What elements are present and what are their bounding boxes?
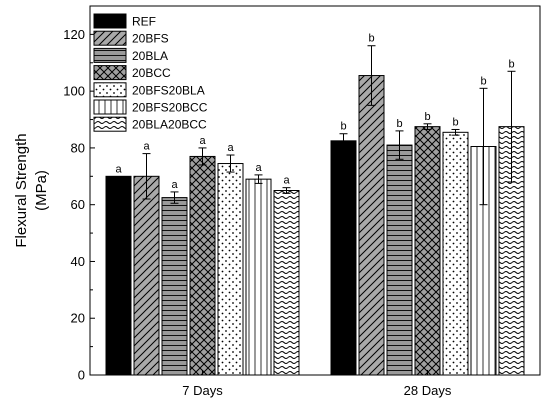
bar-20bla-7-days bbox=[161, 197, 188, 376]
bar-20bcc-28-days bbox=[414, 126, 441, 376]
bar-20bla-28-days bbox=[386, 144, 413, 376]
y-tick-label: 80 bbox=[71, 140, 85, 155]
significance-label: b bbox=[396, 118, 402, 130]
legend-label: 20BLA bbox=[132, 49, 168, 63]
legend-label: REF bbox=[132, 15, 156, 29]
legend-swatch bbox=[93, 82, 127, 98]
legend: REF20BFS20BLA20BCC20BFS20BLA20BFS20BCC20… bbox=[93, 13, 208, 132]
significance-label: b bbox=[480, 75, 486, 87]
legend-label: 20BFS20BLA bbox=[132, 83, 205, 97]
legend-label: 20BFS20BCC bbox=[132, 101, 208, 115]
y-tick-label: 0 bbox=[78, 368, 85, 383]
bar-ref-28-days bbox=[330, 140, 357, 376]
error-bars bbox=[142, 45, 516, 206]
significance-label: b bbox=[508, 58, 514, 70]
plot-frame bbox=[89, 5, 541, 376]
y-tick-label: 100 bbox=[63, 84, 85, 99]
significance-label: a bbox=[143, 141, 150, 153]
legend-swatch bbox=[93, 13, 127, 29]
significance-label: a bbox=[283, 175, 290, 187]
bar-20bfs20bcc-7-days bbox=[245, 178, 272, 376]
x-tick-label: 7 Days bbox=[182, 383, 223, 398]
legend-swatch bbox=[93, 99, 127, 115]
y-axis-title: Flexural Strength (MPa) bbox=[13, 133, 50, 247]
legend-swatch bbox=[93, 47, 127, 63]
y-tick-label: 20 bbox=[71, 311, 85, 326]
legend-label: 20BFS bbox=[132, 32, 169, 46]
legend-label: 20BLA20BCC bbox=[132, 118, 207, 132]
bar-20bfs20bla-7-days bbox=[217, 163, 244, 376]
significance-label: b bbox=[368, 33, 374, 45]
bars bbox=[105, 75, 525, 376]
bar-20bfs-7-days bbox=[133, 175, 160, 376]
x-tick-label: 28 Days bbox=[404, 383, 452, 398]
significance-label: b bbox=[452, 116, 458, 128]
significance-label: a bbox=[199, 135, 206, 147]
significance-labels: a b a b a b a b a b a b a b bbox=[115, 33, 514, 191]
y-tick-label: 40 bbox=[71, 254, 85, 269]
legend-swatch bbox=[93, 116, 127, 132]
legend-swatch bbox=[93, 30, 127, 46]
bar-20bcc-7-days bbox=[189, 155, 216, 376]
legend-swatch bbox=[93, 65, 127, 81]
bar-20bfs-28-days bbox=[358, 75, 385, 376]
y-tick-label: 60 bbox=[71, 197, 85, 212]
significance-label: a bbox=[255, 162, 262, 174]
significance-label: b bbox=[424, 111, 430, 123]
significance-label: a bbox=[171, 179, 178, 191]
y-tick-label: 120 bbox=[63, 27, 85, 42]
significance-label: b bbox=[340, 121, 346, 133]
bar-20bla20bcc-7-days bbox=[273, 190, 300, 376]
significance-label: a bbox=[227, 142, 234, 154]
axes: 0 20 40 60 80 100 120 7 Days 28 Days Flexural Str… bbox=[13, 5, 541, 398]
significance-label: a bbox=[115, 163, 122, 175]
bar-ref-7-days bbox=[105, 175, 132, 376]
legend-label: 20BCC bbox=[132, 66, 171, 80]
bar-20bfs20bla-28-days bbox=[442, 131, 469, 376]
